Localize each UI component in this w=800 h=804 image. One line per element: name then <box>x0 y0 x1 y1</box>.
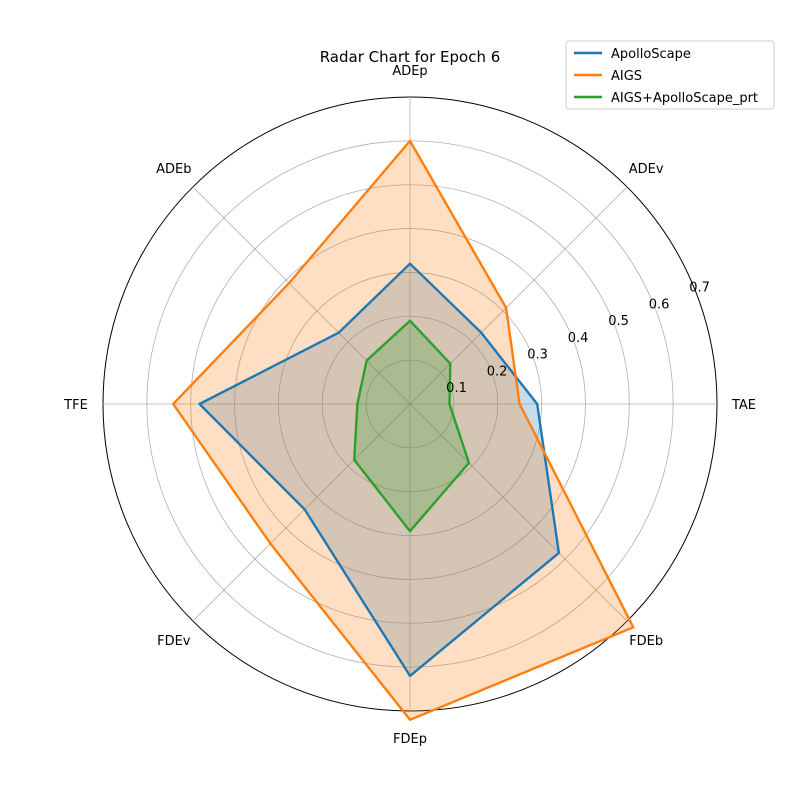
category-label: FDEv <box>157 634 191 649</box>
r-tick-label: 0.5 <box>608 314 629 329</box>
legend-entry: AIGS+ApolloScape_prt <box>611 91 758 106</box>
category-label: FDEb <box>629 634 663 649</box>
series-fill <box>199 263 559 676</box>
r-tick-label: 0.7 <box>689 281 710 296</box>
category-label: ADEp <box>392 64 427 79</box>
r-tick-label: 0.4 <box>568 331 589 346</box>
grid-spoke <box>192 186 411 405</box>
label-layer: 0.1 0.2 0.3 0.4 0.5 0.6 0.7 TAE ADEv ADEp ADEb TFE F… <box>63 64 756 747</box>
category-label: ADEv <box>629 162 664 177</box>
legend-box <box>565 40 775 110</box>
grid-spoke <box>409 186 628 405</box>
category-label: FDEp <box>393 732 427 747</box>
legend: ApolloScape AIGS AIGS+ApolloScape_prt <box>565 40 775 110</box>
r-tick-label: 0.2 <box>487 364 508 379</box>
legend-entry: AIGS <box>611 69 642 84</box>
series-line <box>198 262 561 678</box>
series-line <box>171 139 635 721</box>
series-layer <box>171 139 635 721</box>
grid-spoke <box>409 403 628 622</box>
legend-entry: ApolloScape <box>611 47 691 62</box>
series-line <box>353 319 471 533</box>
category-label: TAE <box>731 398 756 413</box>
category-label: TFE <box>63 398 88 413</box>
series-fill <box>354 320 469 532</box>
r-tick-label: 0.1 <box>446 381 467 396</box>
r-tick-label: 0.3 <box>527 348 548 363</box>
r-tick-label: 0.6 <box>649 297 670 312</box>
grid-layer <box>102 96 718 712</box>
chart-title: Radar Chart for Epoch 6 <box>320 48 501 66</box>
grid-spoke <box>192 403 411 622</box>
category-label: ADEb <box>156 162 191 177</box>
